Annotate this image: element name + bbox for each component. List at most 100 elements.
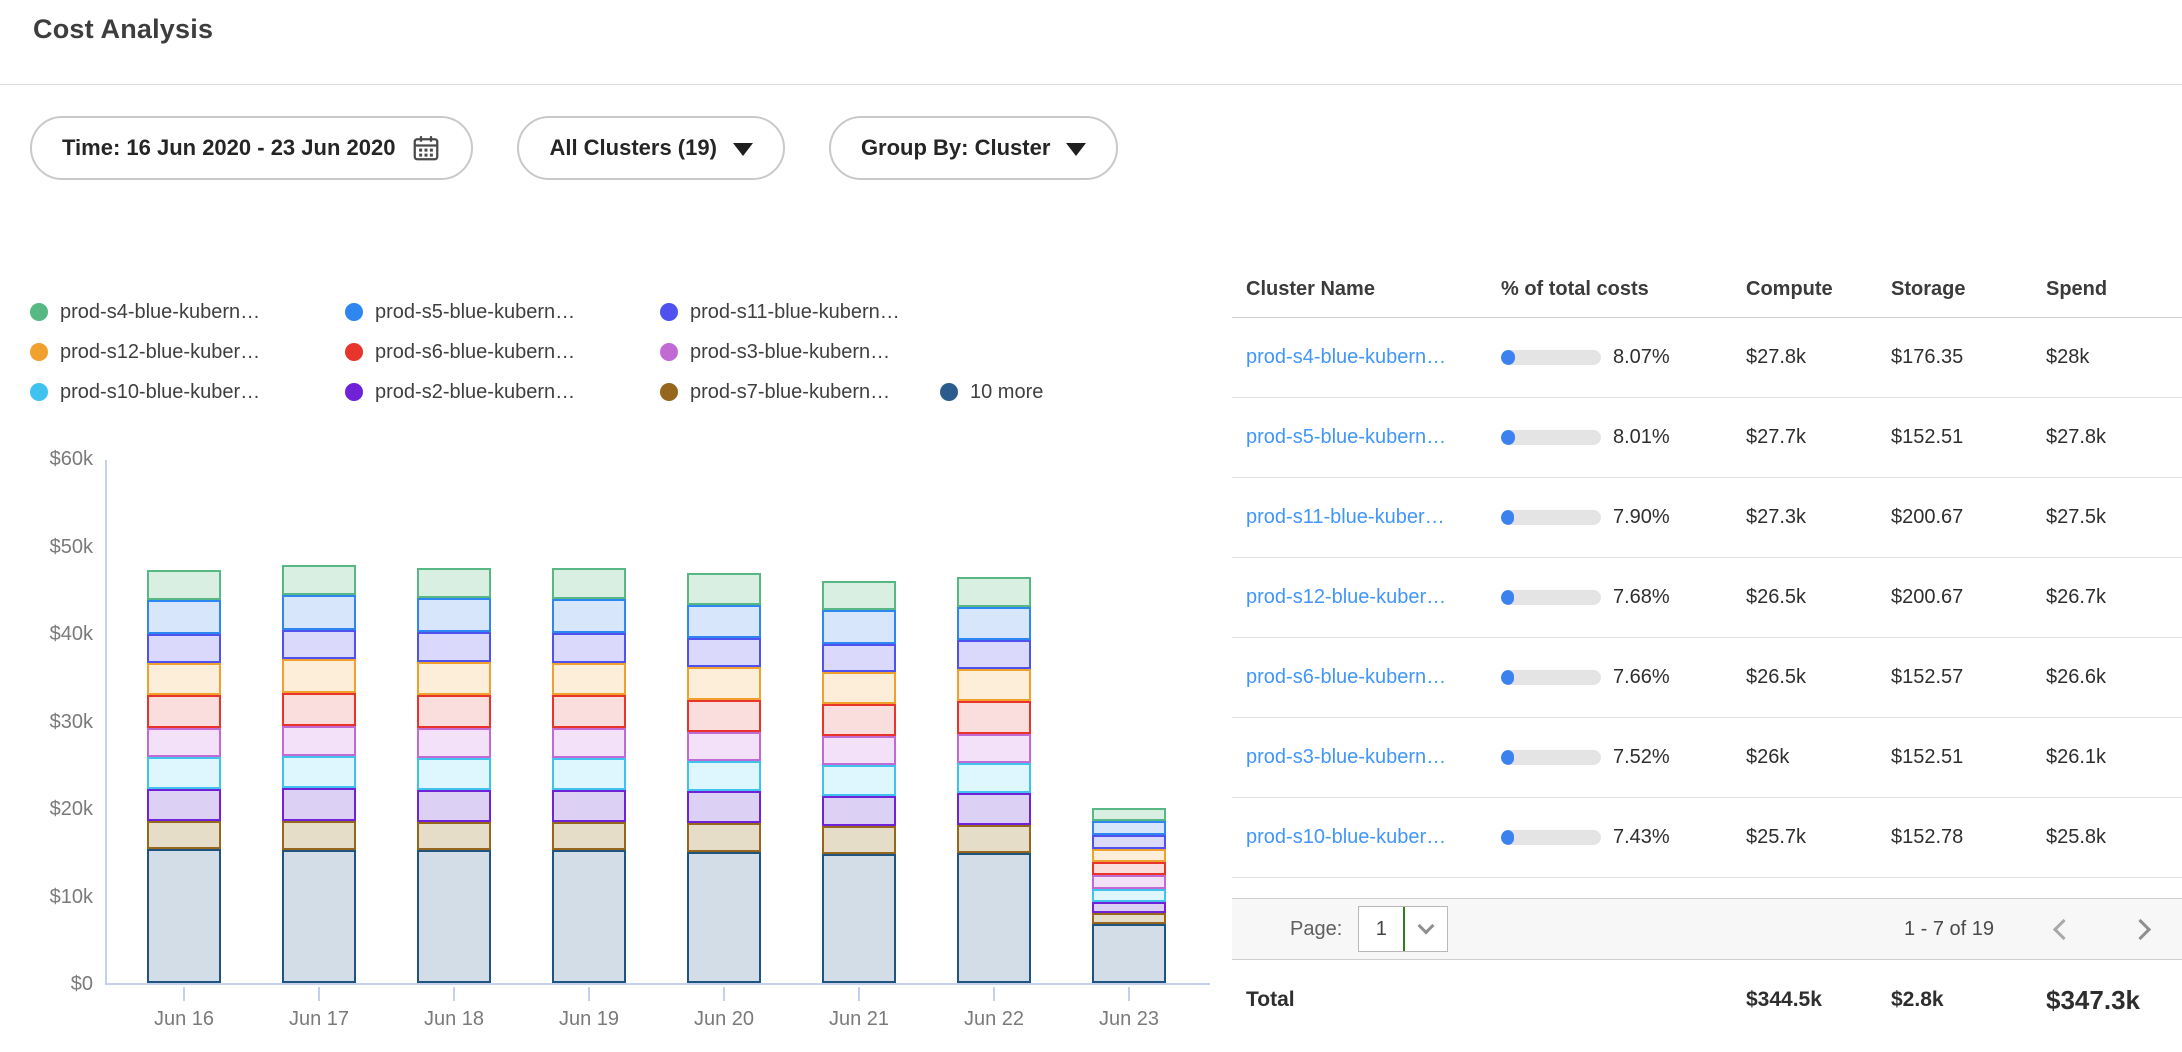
bar-segment[interactable] <box>1092 875 1166 888</box>
bar-segment[interactable] <box>417 598 491 632</box>
bar-segment[interactable] <box>1092 902 1166 913</box>
bar-segment[interactable] <box>552 599 626 633</box>
bar-segment[interactable] <box>282 595 356 630</box>
bar-segment[interactable] <box>1092 849 1166 862</box>
bar-segment[interactable] <box>282 821 356 850</box>
bar-segment[interactable] <box>1092 889 1166 902</box>
bar-segment[interactable] <box>417 568 491 598</box>
bar-segment[interactable] <box>417 850 491 983</box>
bar-segment[interactable] <box>687 700 761 732</box>
bar-segment[interactable] <box>822 581 896 610</box>
bar-jun-16[interactable] <box>147 570 221 983</box>
cluster-name-link[interactable]: prod-s3-blue-kubern… <box>1246 746 1446 768</box>
bar-segment[interactable] <box>552 633 626 663</box>
bar-segment[interactable] <box>417 758 491 790</box>
bar-segment[interactable] <box>822 854 896 984</box>
bar-segment[interactable] <box>822 796 896 827</box>
bar-segment[interactable] <box>282 659 356 692</box>
bar-segment[interactable] <box>957 734 1031 763</box>
bar-segment[interactable] <box>1092 808 1166 821</box>
bar-segment[interactable] <box>147 728 221 757</box>
bar-segment[interactable] <box>147 695 221 728</box>
cluster-name-link[interactable]: prod-s10-blue-kuber… <box>1246 826 1446 848</box>
bar-segment[interactable] <box>687 605 761 638</box>
bar-segment[interactable] <box>957 577 1031 607</box>
bar-segment[interactable] <box>822 765 896 796</box>
bar-segment[interactable] <box>687 823 761 852</box>
chevron-right-icon[interactable] <box>2130 918 2151 939</box>
bar-jun-18[interactable] <box>417 568 491 983</box>
bar-segment[interactable] <box>687 667 761 699</box>
cluster-name-link[interactable]: prod-s4-blue-kubern… <box>1246 346 1446 368</box>
bar-jun-17[interactable] <box>282 565 356 983</box>
bar-segment[interactable] <box>282 630 356 660</box>
bar-segment[interactable] <box>147 600 221 634</box>
bar-segment[interactable] <box>957 763 1031 794</box>
x-axis-tick <box>588 987 590 1001</box>
bar-segment[interactable] <box>552 850 626 983</box>
bar-segment[interactable] <box>282 756 356 788</box>
bar-segment[interactable] <box>147 570 221 600</box>
bar-segment[interactable] <box>957 669 1031 701</box>
bar-jun-22[interactable] <box>957 577 1031 983</box>
bar-segment[interactable] <box>822 704 896 736</box>
bar-segment[interactable] <box>687 852 761 983</box>
bar-segment[interactable] <box>957 853 1031 983</box>
bar-segment[interactable] <box>687 732 761 761</box>
pagination-bar: Page: 1 1 - 7 of 19 <box>1232 898 2182 960</box>
bar-segment[interactable] <box>552 695 626 728</box>
bar-segment[interactable] <box>552 758 626 790</box>
page-select[interactable]: 1 <box>1358 906 1448 952</box>
cluster-name-link[interactable]: prod-s6-blue-kubern… <box>1246 666 1446 688</box>
bar-segment[interactable] <box>552 663 626 695</box>
bar-segment[interactable] <box>417 662 491 695</box>
bar-segment[interactable] <box>822 826 896 853</box>
bar-segment[interactable] <box>1092 821 1166 835</box>
cluster-name-link[interactable]: prod-s12-blue-kuber… <box>1246 586 1446 608</box>
bar-segment[interactable] <box>417 632 491 662</box>
bar-segment[interactable] <box>552 568 626 599</box>
bar-segment[interactable] <box>1092 835 1166 849</box>
bar-segment[interactable] <box>1092 924 1166 984</box>
bar-jun-19[interactable] <box>552 568 626 983</box>
bar-segment[interactable] <box>957 793 1031 825</box>
bar-segment[interactable] <box>147 663 221 695</box>
bar-segment[interactable] <box>282 565 356 595</box>
bar-segment[interactable] <box>687 791 761 823</box>
bar-segment[interactable] <box>957 607 1031 640</box>
chevron-left-icon[interactable] <box>2053 918 2074 939</box>
bar-segment[interactable] <box>687 761 761 792</box>
bar-segment[interactable] <box>822 672 896 704</box>
bar-segment[interactable] <box>282 788 356 821</box>
bar-segment[interactable] <box>552 728 626 758</box>
bar-jun-23[interactable] <box>1092 808 1166 983</box>
bar-segment[interactable] <box>417 822 491 850</box>
bar-segment[interactable] <box>282 726 356 756</box>
bar-segment[interactable] <box>282 850 356 983</box>
bar-segment[interactable] <box>957 825 1031 853</box>
bar-segment[interactable] <box>822 610 896 643</box>
cluster-name-link[interactable]: prod-s5-blue-kubern… <box>1246 426 1446 448</box>
bar-segment[interactable] <box>1092 913 1166 924</box>
bar-segment[interactable] <box>552 822 626 850</box>
bar-segment[interactable] <box>147 757 221 789</box>
bar-segment[interactable] <box>957 701 1031 733</box>
cluster-name-link[interactable]: prod-s11-blue-kuber… <box>1246 506 1445 528</box>
bar-segment[interactable] <box>822 644 896 673</box>
bar-segment[interactable] <box>147 634 221 663</box>
bar-segment[interactable] <box>417 728 491 758</box>
bar-segment[interactable] <box>687 573 761 605</box>
bar-segment[interactable] <box>147 821 221 849</box>
bar-segment[interactable] <box>417 790 491 822</box>
bar-segment[interactable] <box>147 849 221 983</box>
bar-segment[interactable] <box>957 640 1031 669</box>
bar-jun-21[interactable] <box>822 581 896 983</box>
bar-segment[interactable] <box>1092 862 1166 875</box>
bar-segment[interactable] <box>282 693 356 726</box>
bar-segment[interactable] <box>552 790 626 822</box>
bar-jun-20[interactable] <box>687 573 761 983</box>
bar-segment[interactable] <box>687 638 761 667</box>
bar-segment[interactable] <box>822 736 896 765</box>
bar-segment[interactable] <box>147 789 221 821</box>
bar-segment[interactable] <box>417 695 491 728</box>
